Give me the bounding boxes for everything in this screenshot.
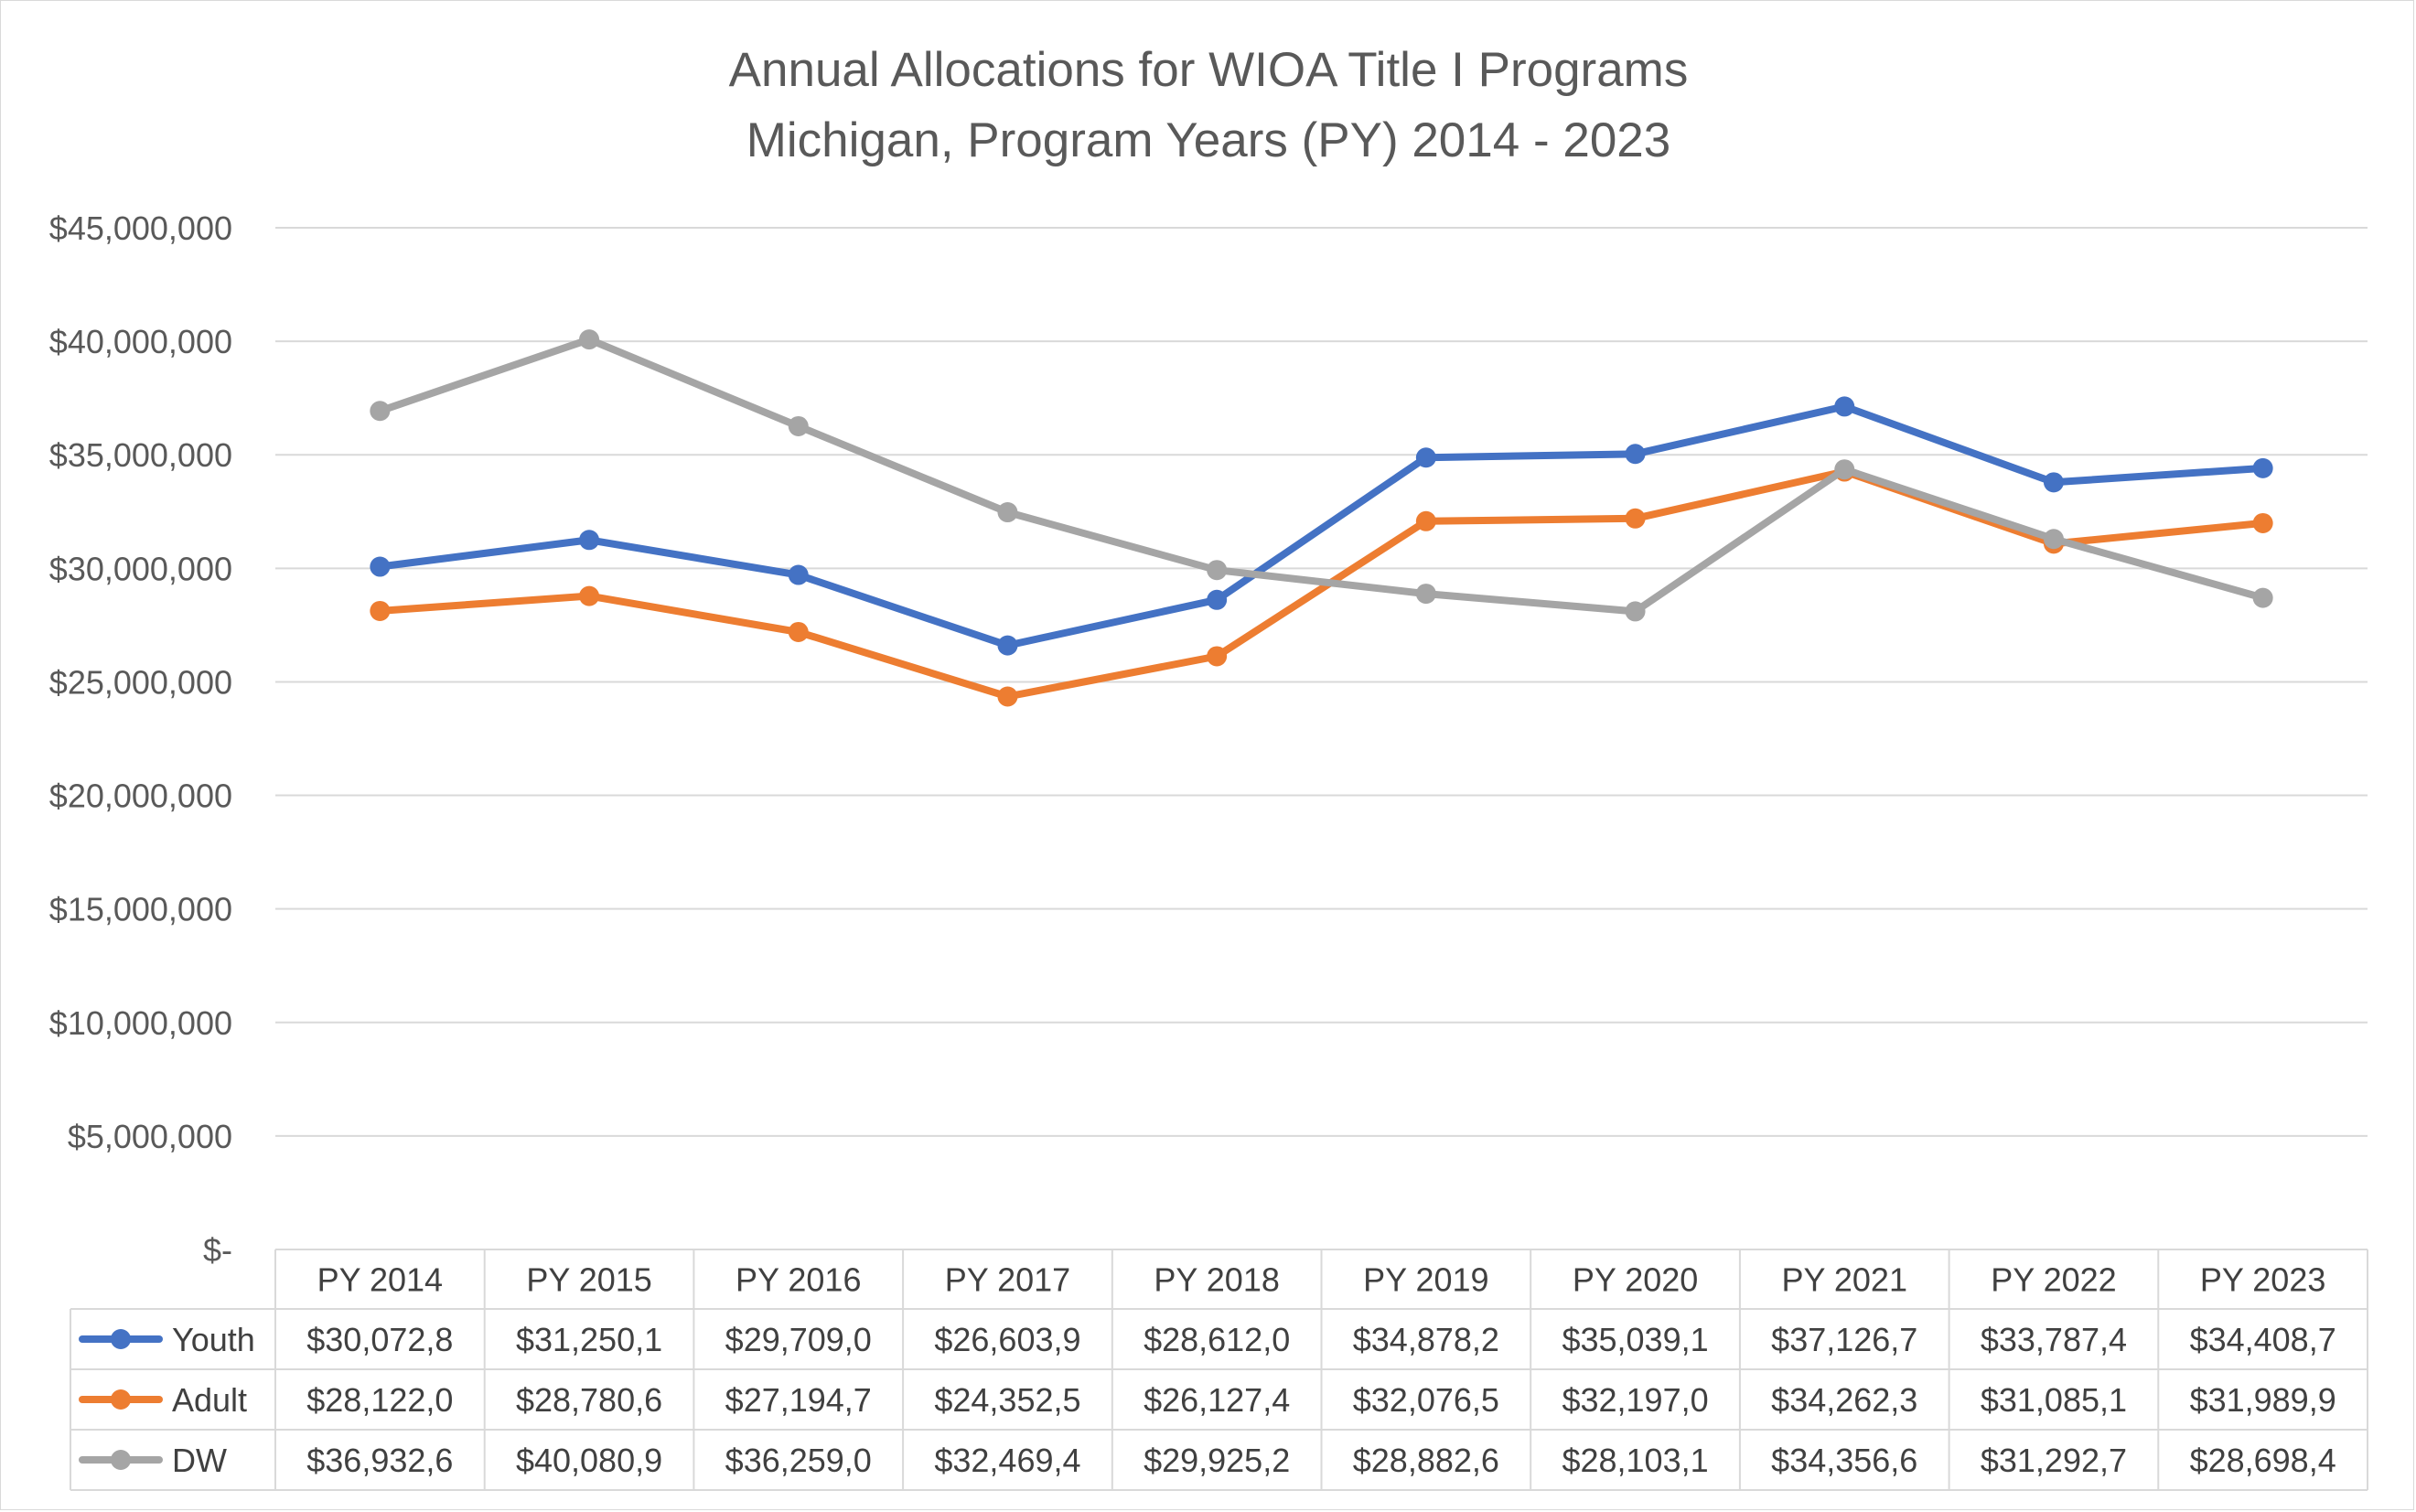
y-tick-label: $20,000,000 [49, 777, 232, 815]
gridlines [275, 227, 2368, 1137]
x-tick-label: PY 2014 [317, 1261, 443, 1299]
series-dw [370, 329, 2273, 622]
data-table-value: $31,292,7 [1981, 1442, 2127, 1479]
data-table-value: $40,080,9 [516, 1442, 662, 1479]
y-tick-label: $- [203, 1231, 232, 1269]
data-table-value: $30,072,8 [306, 1321, 453, 1358]
data-table-value: $29,925,2 [1144, 1442, 1290, 1479]
x-tick-label: PY 2019 [1363, 1261, 1488, 1299]
x-tick-label: PY 2016 [736, 1261, 861, 1299]
x-tick-label: PY 2022 [1991, 1261, 2116, 1299]
data-table-value: $28,780,6 [516, 1381, 662, 1419]
data-point [1625, 444, 1646, 465]
data-point [1207, 646, 1228, 667]
data-point [1415, 584, 1436, 605]
data-table-value: $24,352,5 [934, 1381, 1080, 1419]
series-line [376, 402, 2267, 649]
data-point [1207, 560, 1228, 581]
y-tick-label: $30,000,000 [49, 550, 232, 587]
data-table-value: $27,194,7 [725, 1381, 872, 1419]
data-point [788, 621, 809, 642]
y-tick-label: $45,000,000 [49, 209, 232, 247]
y-tick-label: $15,000,000 [49, 891, 232, 928]
x-tick-label: PY 2015 [526, 1261, 651, 1299]
data-table-value: $36,932,6 [306, 1442, 453, 1479]
data-table-value: $34,408,7 [2190, 1321, 2336, 1358]
data-point [788, 415, 809, 436]
chart-subtitle: Michigan, Program Years (PY) 2014 - 2023 [746, 113, 1671, 167]
legend-key-marker [111, 1450, 131, 1470]
data-table-value: $35,039,1 [1562, 1321, 1708, 1358]
y-tick-label: $5,000,000 [68, 1118, 232, 1155]
data-table-value: $34,356,6 [1771, 1442, 1917, 1479]
data-point [2043, 529, 2064, 550]
data-point [2043, 472, 2064, 493]
legend-series-name: DW [172, 1442, 227, 1479]
data-point [2252, 512, 2273, 533]
legend-key-marker [111, 1329, 131, 1349]
series-line [376, 336, 2267, 616]
data-table-value: $28,698,4 [2190, 1442, 2336, 1479]
data-table-value: $36,259,0 [725, 1442, 872, 1479]
x-tick-label: PY 2018 [1154, 1261, 1279, 1299]
data-point [1625, 601, 1646, 622]
data-table-value: $32,076,5 [1353, 1381, 1499, 1419]
data-table-value: $31,250,1 [516, 1321, 662, 1358]
data-table-value: $31,989,9 [2190, 1381, 2336, 1419]
y-tick-label: $10,000,000 [49, 1004, 232, 1042]
data-point [579, 329, 600, 350]
data-table: PY 2014 PY 2015 PY 2016 PY 2017 PY 2018 PY 20… [70, 1249, 2368, 1491]
data-point [1415, 510, 1436, 531]
data-table-value: $37,126,7 [1771, 1321, 1917, 1358]
legend-key-marker [111, 1389, 131, 1410]
y-tick-label: $40,000,000 [49, 323, 232, 360]
x-tick-label: PY 2017 [945, 1261, 1070, 1299]
data-point [2252, 587, 2273, 608]
data-table-value: $28,122,0 [306, 1381, 453, 1419]
y-tick-label: $35,000,000 [49, 436, 232, 474]
data-point [997, 635, 1018, 656]
chart-title: Annual Allocations for WIOA Title I Prog… [729, 43, 1689, 97]
data-table-value: $28,612,0 [1144, 1321, 1290, 1358]
data-table-value: $28,882,6 [1353, 1442, 1499, 1479]
y-tick-label: $25,000,000 [49, 663, 232, 701]
data-point [1834, 396, 1855, 417]
data-table-value: $33,787,4 [1981, 1321, 2127, 1358]
data-point [2252, 457, 2273, 478]
x-tick-label: PY 2023 [2200, 1261, 2325, 1299]
legend-series-name: Adult [172, 1381, 247, 1419]
series-lines [370, 329, 2273, 707]
data-point [1625, 508, 1646, 529]
x-tick-label: PY 2021 [1782, 1261, 1907, 1299]
data-point [997, 502, 1018, 523]
data-table-value: $26,127,4 [1144, 1381, 1290, 1419]
data-table-value: $29,709,0 [725, 1321, 872, 1358]
data-table-value: $32,197,0 [1562, 1381, 1708, 1419]
data-point [1834, 459, 1855, 480]
data-table-value: $34,878,2 [1353, 1321, 1499, 1358]
data-table-value: $32,469,4 [934, 1442, 1080, 1479]
series-youth [370, 396, 2273, 656]
legend-series-name: Youth [172, 1321, 255, 1358]
data-point [370, 401, 391, 422]
data-table-value: $26,603,9 [934, 1321, 1080, 1358]
data-point [788, 564, 809, 585]
data-table-value: $34,262,3 [1771, 1381, 1917, 1419]
x-tick-label: PY 2020 [1573, 1261, 1698, 1299]
data-point [579, 585, 600, 606]
data-table-value: $28,103,1 [1562, 1442, 1708, 1479]
data-point [1207, 589, 1228, 610]
data-point [579, 530, 600, 551]
y-axis-ticks: $45,000,000 $40,000,000 $35,000,000 $30,000… [49, 209, 232, 1269]
data-table-value: $31,085,1 [1981, 1381, 2127, 1419]
data-point [997, 686, 1018, 707]
data-point [370, 556, 391, 577]
data-point [370, 600, 391, 621]
data-point [1415, 447, 1436, 468]
